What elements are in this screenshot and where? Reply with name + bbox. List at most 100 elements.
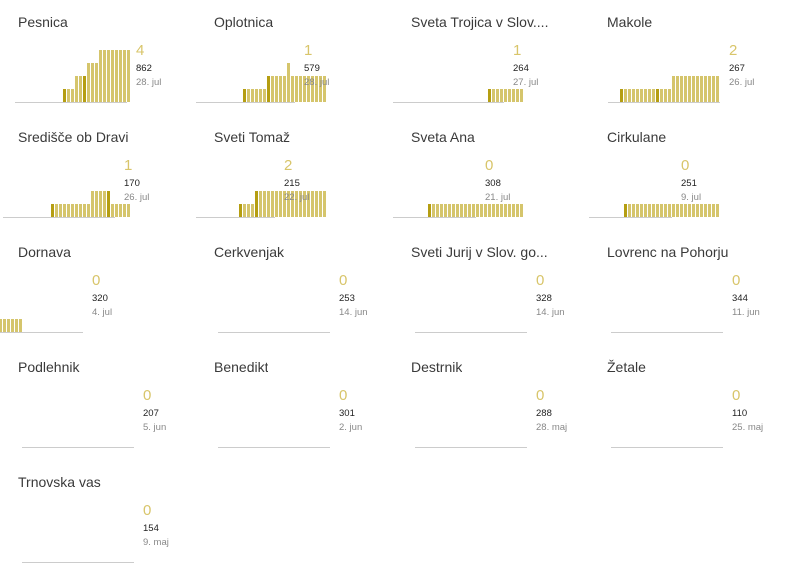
bar <box>676 204 679 217</box>
bar <box>484 204 487 217</box>
bar <box>684 204 687 217</box>
bar <box>67 89 70 102</box>
bar <box>3 319 6 332</box>
bar <box>660 89 663 102</box>
bar <box>119 50 122 102</box>
bar <box>279 191 282 217</box>
current-count: 0 <box>339 387 348 404</box>
current-count: 0 <box>143 502 152 519</box>
bar <box>291 191 294 217</box>
bar <box>504 89 507 102</box>
bar-sparkline <box>611 332 723 333</box>
current-count: 0 <box>92 272 101 289</box>
last-case-date: 22. jul <box>284 192 310 203</box>
last-case-date: 28. maj <box>536 422 568 433</box>
last-case-date: 4. jul <box>92 307 113 318</box>
current-count: 1 <box>513 42 522 59</box>
last-case-date: 28. jul <box>136 77 162 88</box>
municipality-chart: Dornava 0 320 4. jul <box>0 230 196 345</box>
last-case-date: 26. jul <box>124 192 150 203</box>
bar-sparkline <box>611 447 723 448</box>
bar <box>71 89 74 102</box>
bar <box>668 204 671 217</box>
total-count: 170 <box>124 178 140 189</box>
bar <box>712 76 715 102</box>
bar <box>664 204 667 217</box>
municipality-chart: Benedikt 0 301 2. jun <box>196 345 392 460</box>
bar <box>299 191 302 217</box>
bar <box>508 89 511 102</box>
last-case-date: 28. jul <box>304 77 330 88</box>
last-case-date: 25. maj <box>732 422 764 433</box>
municipality-chart: Sveti Jurij v Slov. go... 0 328 14. jun <box>393 230 589 345</box>
total-count: 264 <box>513 63 529 74</box>
bar <box>247 204 250 217</box>
last-case-date: 9. jul <box>681 192 702 203</box>
bar <box>63 204 66 217</box>
bar <box>15 319 18 332</box>
bar-sparkline <box>589 204 719 218</box>
bar <box>311 76 314 102</box>
bar <box>676 76 679 102</box>
bar <box>628 204 631 217</box>
bar <box>636 89 639 102</box>
bar <box>83 76 86 102</box>
bar <box>520 89 523 102</box>
bar-sparkline <box>22 447 134 448</box>
bar <box>660 204 663 217</box>
bar <box>323 191 326 217</box>
current-count: 2 <box>284 157 293 174</box>
bar <box>452 204 455 217</box>
current-count: 0 <box>339 272 348 289</box>
total-count: 579 <box>304 63 320 74</box>
bar <box>75 204 78 217</box>
bar <box>275 191 278 217</box>
bar-sparkline <box>393 89 523 103</box>
bar-sparkline <box>196 63 326 103</box>
bar <box>127 50 130 102</box>
bar <box>700 204 703 217</box>
bar <box>688 204 691 217</box>
total-count: 308 <box>485 178 501 189</box>
last-case-date: 14. jun <box>339 307 368 318</box>
municipality-chart: Pesnica 4 862 28. jul <box>0 0 196 115</box>
bar <box>311 191 314 217</box>
total-count: 253 <box>339 293 355 304</box>
total-count: 154 <box>143 523 159 534</box>
bar <box>79 204 82 217</box>
bar <box>95 191 98 217</box>
bar <box>307 191 310 217</box>
bar <box>632 89 635 102</box>
bar-sparkline <box>15 50 130 103</box>
bar-sparkline <box>196 191 326 218</box>
bar <box>716 76 719 102</box>
bar <box>640 89 643 102</box>
bar <box>115 204 118 217</box>
last-case-date: 2. jun <box>339 422 363 433</box>
bar <box>291 76 294 102</box>
bar <box>263 89 266 102</box>
bar <box>71 204 74 217</box>
bar <box>692 76 695 102</box>
bar <box>99 50 102 102</box>
bar <box>444 204 447 217</box>
bar <box>95 63 98 102</box>
current-count: 1 <box>124 157 133 174</box>
bar <box>472 204 475 217</box>
current-count: 0 <box>143 387 152 404</box>
bar <box>448 204 451 217</box>
municipality-chart: Podlehnik 0 207 5. jun <box>0 345 196 460</box>
bar <box>700 76 703 102</box>
bar <box>712 204 715 217</box>
bar <box>516 89 519 102</box>
municipality-chart: Oplotnica 1 579 28. jul <box>196 0 392 115</box>
bar <box>259 89 262 102</box>
bar <box>432 204 435 217</box>
bar <box>504 204 507 217</box>
bar <box>456 204 459 217</box>
bar <box>680 204 683 217</box>
total-count: 251 <box>681 178 697 189</box>
bar <box>295 191 298 217</box>
bar <box>708 204 711 217</box>
bar <box>644 89 647 102</box>
